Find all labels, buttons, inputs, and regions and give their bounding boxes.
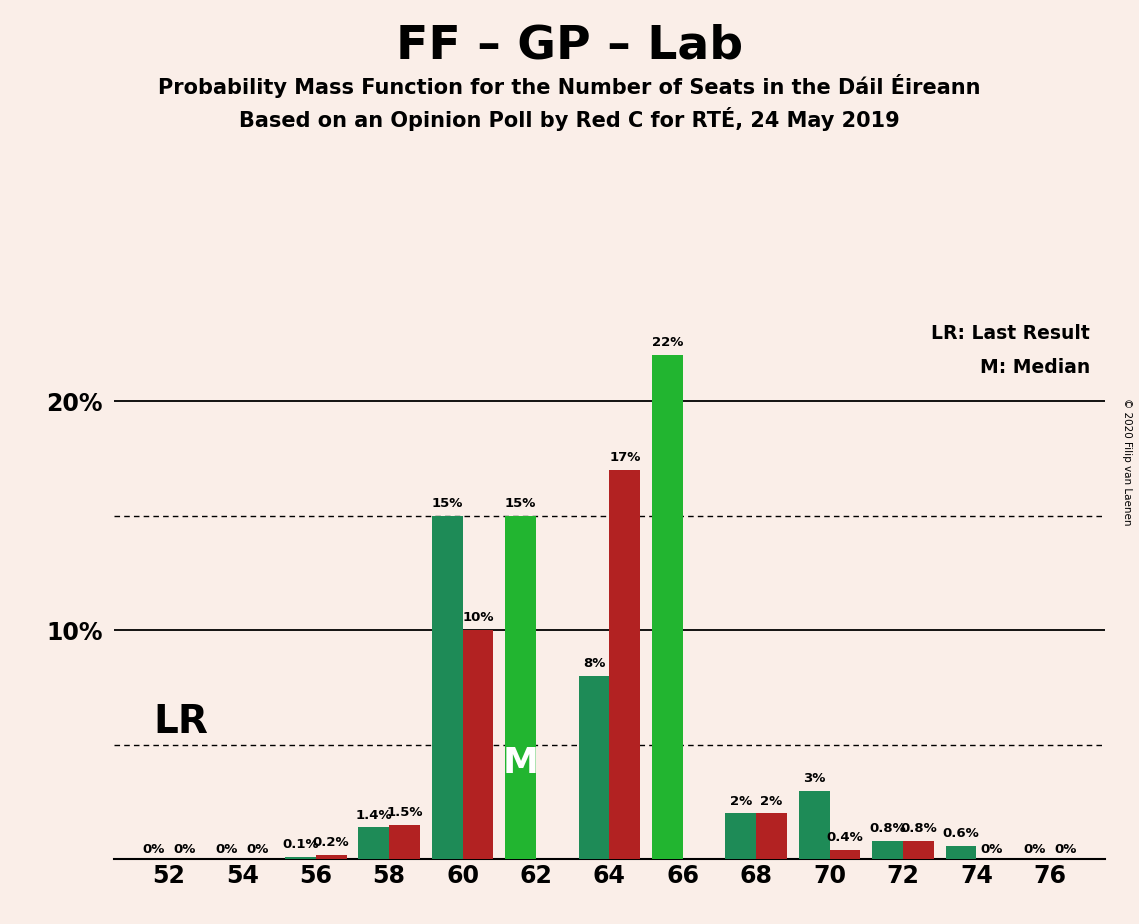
Text: 3%: 3% xyxy=(803,772,826,784)
Bar xyxy=(945,845,976,859)
Text: © 2020 Filip van Laenen: © 2020 Filip van Laenen xyxy=(1122,398,1132,526)
Text: M: M xyxy=(502,746,539,780)
Text: 0%: 0% xyxy=(246,843,269,856)
Bar xyxy=(609,469,640,859)
Text: LR: Last Result: LR: Last Result xyxy=(932,323,1090,343)
Bar xyxy=(798,791,829,859)
Text: LR: LR xyxy=(154,703,208,741)
Bar xyxy=(756,813,787,859)
Text: 0.8%: 0.8% xyxy=(869,822,906,835)
Bar xyxy=(316,855,346,859)
Bar xyxy=(359,827,390,859)
Text: 0.4%: 0.4% xyxy=(827,832,863,845)
Text: Based on an Opinion Poll by Red C for RTÉ, 24 May 2019: Based on an Opinion Poll by Red C for RT… xyxy=(239,107,900,131)
Text: 8%: 8% xyxy=(583,657,605,670)
Text: 22%: 22% xyxy=(652,336,683,349)
Text: 0.8%: 0.8% xyxy=(900,822,936,835)
Text: 15%: 15% xyxy=(505,497,536,510)
Text: 0.6%: 0.6% xyxy=(943,827,980,840)
Text: 0%: 0% xyxy=(1054,843,1076,856)
Text: 1.5%: 1.5% xyxy=(386,807,423,820)
Text: 10%: 10% xyxy=(462,612,493,625)
Text: 1.4%: 1.4% xyxy=(355,808,392,821)
Text: 0%: 0% xyxy=(173,843,196,856)
Bar xyxy=(726,813,756,859)
Bar xyxy=(462,630,493,859)
Text: 0.1%: 0.1% xyxy=(282,838,319,851)
Text: FF – GP – Lab: FF – GP – Lab xyxy=(396,23,743,68)
Text: 17%: 17% xyxy=(609,451,640,464)
Text: 0%: 0% xyxy=(1023,843,1046,856)
Text: M: Median: M: Median xyxy=(980,359,1090,377)
Bar xyxy=(579,676,609,859)
Text: 0%: 0% xyxy=(215,843,238,856)
Bar xyxy=(390,825,420,859)
Text: 15%: 15% xyxy=(432,497,462,510)
Bar xyxy=(432,516,462,859)
Bar xyxy=(829,850,860,859)
Text: 0.2%: 0.2% xyxy=(313,836,350,849)
Bar xyxy=(505,516,536,859)
Bar xyxy=(903,841,934,859)
Bar xyxy=(285,857,316,859)
Text: 2%: 2% xyxy=(730,795,752,808)
Text: 0%: 0% xyxy=(981,843,1003,856)
Text: Probability Mass Function for the Number of Seats in the Dáil Éireann: Probability Mass Function for the Number… xyxy=(158,74,981,98)
Text: 0%: 0% xyxy=(142,843,165,856)
Bar xyxy=(872,841,903,859)
Text: 2%: 2% xyxy=(761,795,782,808)
Bar xyxy=(652,355,682,859)
